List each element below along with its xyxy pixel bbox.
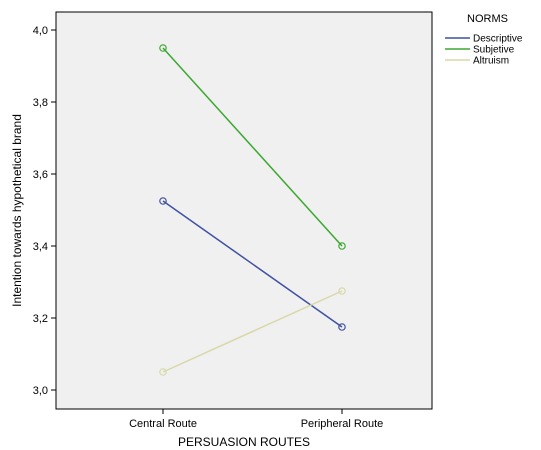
x-axis: Central Route Peripheral Route (129, 409, 383, 430)
legend-item-descriptive: Descriptive (445, 34, 523, 45)
y-tick-label: 3,2 (33, 313, 48, 325)
y-axis-title: Intention towards hypothetical brand (10, 114, 24, 307)
legend-item-subjetive: Subjetive (445, 45, 515, 56)
plot-area (55, 11, 433, 410)
series-line (162, 47, 343, 247)
legend-label: Subjetive (473, 45, 515, 56)
data-point (338, 323, 346, 331)
legend-label: Descriptive (473, 34, 523, 45)
x-axis-title: PERSUASION ROUTES (178, 435, 310, 449)
data-point (159, 368, 167, 376)
y-tick-label: 3,8 (33, 97, 48, 109)
data-point (338, 242, 346, 250)
series-subjetive (159, 44, 346, 250)
series-layer (159, 44, 346, 376)
data-point (338, 287, 346, 295)
data-point (159, 44, 167, 52)
y-tick-label: 3,0 (33, 385, 48, 397)
y-axis: 3,0 3,2 3,4 3,6 3,8 4,0 (33, 25, 56, 397)
y-tick-label: 4,0 (33, 25, 48, 37)
x-tick-label: Peripheral Route (301, 418, 384, 430)
series-line (162, 200, 343, 328)
series-line (162, 290, 343, 373)
data-point (159, 197, 167, 205)
legend-label: Altruism (473, 56, 509, 67)
y-tick-label: 3,4 (33, 241, 48, 253)
series-altruism (159, 287, 346, 376)
legend-title: NORMS (467, 13, 508, 25)
x-tick-label: Central Route (129, 418, 197, 430)
series-descriptive (159, 197, 346, 331)
y-tick-label: 3,6 (33, 169, 48, 181)
legend-item-altruism: Altruism (445, 56, 509, 67)
